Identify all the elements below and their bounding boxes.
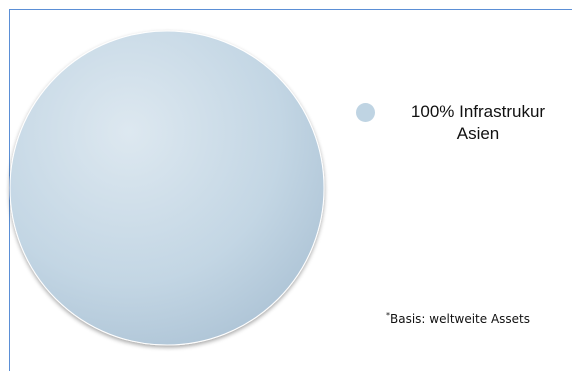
legend-label-line1: 100% Infrastrukur bbox=[410, 102, 546, 121]
legend-label-line2: Asien bbox=[456, 124, 500, 143]
footnote-mark: * bbox=[386, 311, 390, 320]
frame-border-left bbox=[9, 9, 10, 371]
frame-border-top bbox=[9, 9, 572, 10]
footnote-text: Basis: weltweite Assets bbox=[390, 312, 531, 326]
footnote: *Basis: weltweite Assets bbox=[386, 311, 531, 326]
pie-slice-infrastrukur-asien bbox=[9, 30, 325, 346]
legend-swatch bbox=[356, 103, 375, 122]
legend-label: 100% Infrastrukur Asien bbox=[393, 101, 563, 145]
